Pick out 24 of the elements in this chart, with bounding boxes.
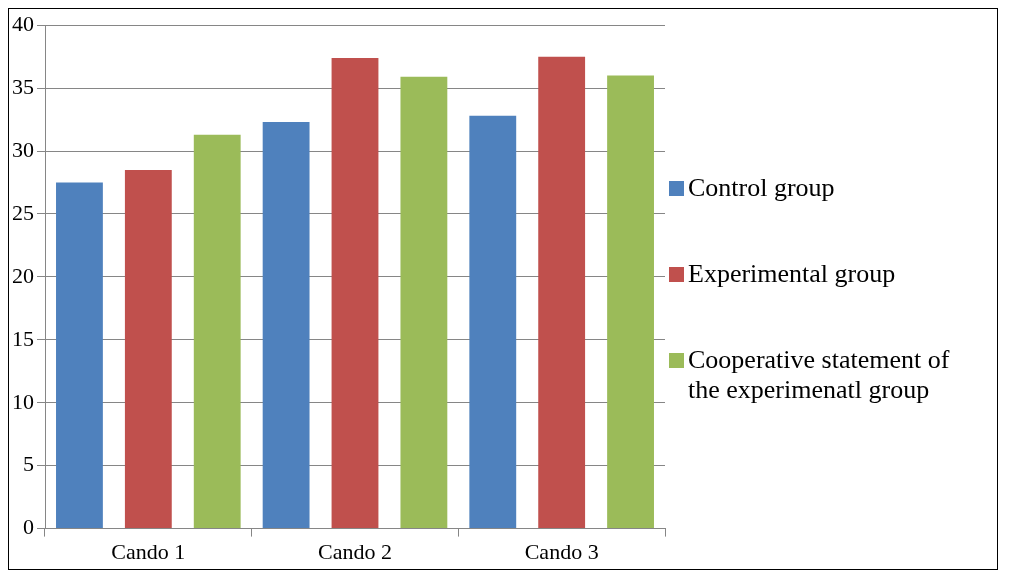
y-tick-label: 20 [12, 262, 34, 288]
y-tick-label: 40 [12, 10, 34, 36]
legend-label: Experimental group [688, 259, 896, 289]
bar [400, 76, 448, 529]
y-tick-label: 30 [12, 136, 34, 162]
x-tick-label: Cando 2 [318, 538, 392, 564]
y-tick-label: 0 [23, 514, 34, 540]
y-tick-label: 5 [23, 451, 34, 477]
x-tick-label: Cando 3 [524, 538, 599, 564]
bar [262, 122, 310, 529]
legend-label: Control group [688, 173, 835, 203]
bar [469, 115, 517, 529]
bar [124, 169, 172, 529]
bar [193, 134, 241, 529]
bar [56, 182, 103, 529]
y-tick-label: 10 [12, 388, 34, 414]
y-tick-label: 25 [12, 199, 34, 225]
bar [331, 57, 379, 529]
y-tick-label: 15 [12, 325, 34, 351]
bar [607, 75, 654, 529]
bar [538, 56, 586, 529]
x-tick-label: Cando 1 [111, 538, 186, 564]
legend-label: Cooperative statement of the experimenatl group [688, 345, 951, 405]
y-tick-label: 35 [12, 73, 34, 99]
